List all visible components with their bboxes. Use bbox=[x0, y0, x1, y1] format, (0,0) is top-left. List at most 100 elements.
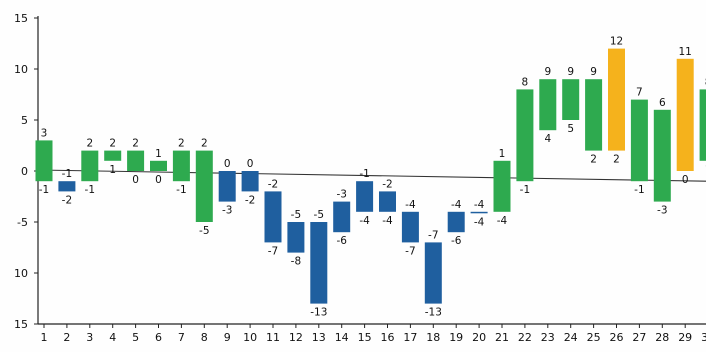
bar-high-label: 1 bbox=[499, 148, 506, 160]
bar-low-label: -4 bbox=[382, 215, 393, 227]
bar-high-label: 6 bbox=[659, 97, 666, 109]
bar bbox=[195, 150, 213, 222]
bar bbox=[172, 150, 190, 182]
bar-high-label: 2 bbox=[109, 138, 116, 150]
bar bbox=[310, 222, 328, 304]
bar-low-label: -7 bbox=[268, 245, 278, 257]
y-tick-label: 5 bbox=[21, 114, 28, 127]
x-tick-label: 29 bbox=[678, 331, 692, 344]
bar bbox=[447, 211, 465, 233]
bar-low-label: 0 bbox=[132, 174, 139, 186]
bar-low-label: -4 bbox=[497, 215, 508, 227]
x-tick-label: 30 bbox=[701, 331, 706, 344]
x-tick-label: 17 bbox=[403, 331, 417, 344]
trend-line bbox=[37, 169, 706, 182]
x-tick-label: 20 bbox=[472, 331, 486, 344]
data-labels: 3 -1 -1 -2 2 -1 2 1 2 0 1 0 2 -1 2 -5 0 -3 0 -2 -2 -7 -5 -8 -5 -1… bbox=[39, 36, 706, 319]
bar-low-label: -6 bbox=[451, 235, 462, 247]
bar-low-label: -1 bbox=[520, 184, 530, 196]
x-tick-label: 10 bbox=[243, 331, 257, 344]
bar-low-label: 0 bbox=[155, 174, 162, 186]
bar bbox=[401, 211, 419, 243]
x-tick-label: 5 bbox=[132, 331, 139, 344]
bar bbox=[653, 109, 671, 202]
x-tick-label: 22 bbox=[518, 331, 532, 344]
y-tick-label: 15 bbox=[14, 318, 28, 331]
bar-high-label: -2 bbox=[382, 178, 392, 190]
bar bbox=[333, 201, 351, 233]
bar bbox=[539, 79, 557, 131]
bar bbox=[35, 140, 53, 182]
trend-line-group bbox=[37, 169, 706, 182]
bar-low-label: -2 bbox=[62, 194, 72, 206]
x-tick-label: 11 bbox=[266, 331, 280, 344]
bar bbox=[356, 181, 374, 212]
bar-high-label: -4 bbox=[451, 199, 462, 211]
bar-high-label: -1 bbox=[62, 168, 72, 180]
x-tick-label: 4 bbox=[109, 331, 116, 344]
bar-high-label: 8 bbox=[522, 76, 529, 88]
bar-low-label: -5 bbox=[199, 225, 209, 237]
bar-low-label: 1 bbox=[705, 164, 706, 176]
bar-low-label: 1 bbox=[109, 164, 116, 176]
bar-low-label: -1 bbox=[176, 184, 186, 196]
x-tick-label: 3 bbox=[86, 331, 93, 344]
bar-high-label: 3 bbox=[41, 127, 48, 139]
bar bbox=[127, 150, 145, 171]
bar-high-label: 11 bbox=[679, 46, 692, 58]
bar bbox=[585, 79, 603, 151]
bar bbox=[676, 58, 694, 171]
bars bbox=[35, 48, 706, 304]
bar bbox=[150, 160, 167, 171]
x-tick-label: 6 bbox=[155, 331, 162, 344]
bar-low-label: 2 bbox=[590, 154, 597, 166]
bar-low-label: 2 bbox=[613, 154, 620, 166]
x-tick-label: 26 bbox=[610, 331, 624, 344]
y-tick-label: 10 bbox=[14, 63, 28, 76]
x-tick-label: 23 bbox=[541, 331, 555, 344]
bar-high-label: 7 bbox=[636, 87, 643, 99]
y-tick-label: 10 bbox=[14, 267, 28, 280]
bar-high-label: -4 bbox=[474, 199, 485, 211]
bar bbox=[218, 171, 236, 202]
bar-low-label: -1 bbox=[39, 184, 49, 196]
bar bbox=[241, 171, 259, 192]
bar-high-label: -5 bbox=[291, 209, 301, 221]
bar-low-label: 5 bbox=[567, 123, 574, 135]
bar bbox=[562, 79, 580, 120]
bar-high-label: -7 bbox=[428, 229, 438, 241]
bar-high-label: 9 bbox=[544, 66, 551, 78]
bar bbox=[470, 211, 488, 214]
x-tick-label: 15 bbox=[358, 331, 372, 344]
bar-high-label: -4 bbox=[405, 199, 416, 211]
bar-high-label: -3 bbox=[336, 189, 346, 201]
bar-high-label: 0 bbox=[224, 158, 231, 170]
bar bbox=[104, 150, 122, 161]
bar-high-label: 1 bbox=[155, 148, 162, 160]
bar-high-label: -5 bbox=[314, 209, 324, 221]
bar-high-label: -1 bbox=[359, 168, 369, 180]
bar-high-label: 9 bbox=[567, 66, 574, 78]
bar-low-label: -13 bbox=[425, 307, 442, 319]
x-tick-label: 16 bbox=[381, 331, 395, 344]
bar-low-label: -8 bbox=[291, 256, 301, 268]
bar bbox=[630, 99, 648, 182]
bar bbox=[424, 242, 442, 304]
bar-high-label: 8 bbox=[705, 76, 706, 88]
x-tick-label: 1 bbox=[41, 331, 48, 344]
bar-high-label: -2 bbox=[268, 178, 278, 190]
bar-high-label: 9 bbox=[590, 66, 597, 78]
bar bbox=[58, 181, 76, 192]
bar-high-label: 2 bbox=[178, 138, 185, 150]
bar-high-label: 2 bbox=[132, 138, 139, 150]
y-tick-label: -5 bbox=[17, 216, 28, 229]
bar bbox=[493, 160, 511, 212]
x-tick-label: 27 bbox=[632, 331, 646, 344]
bar-high-label: 0 bbox=[247, 158, 254, 170]
bar-low-label: 0 bbox=[682, 174, 689, 186]
bar bbox=[379, 191, 396, 212]
bar-low-label: -4 bbox=[359, 215, 370, 227]
